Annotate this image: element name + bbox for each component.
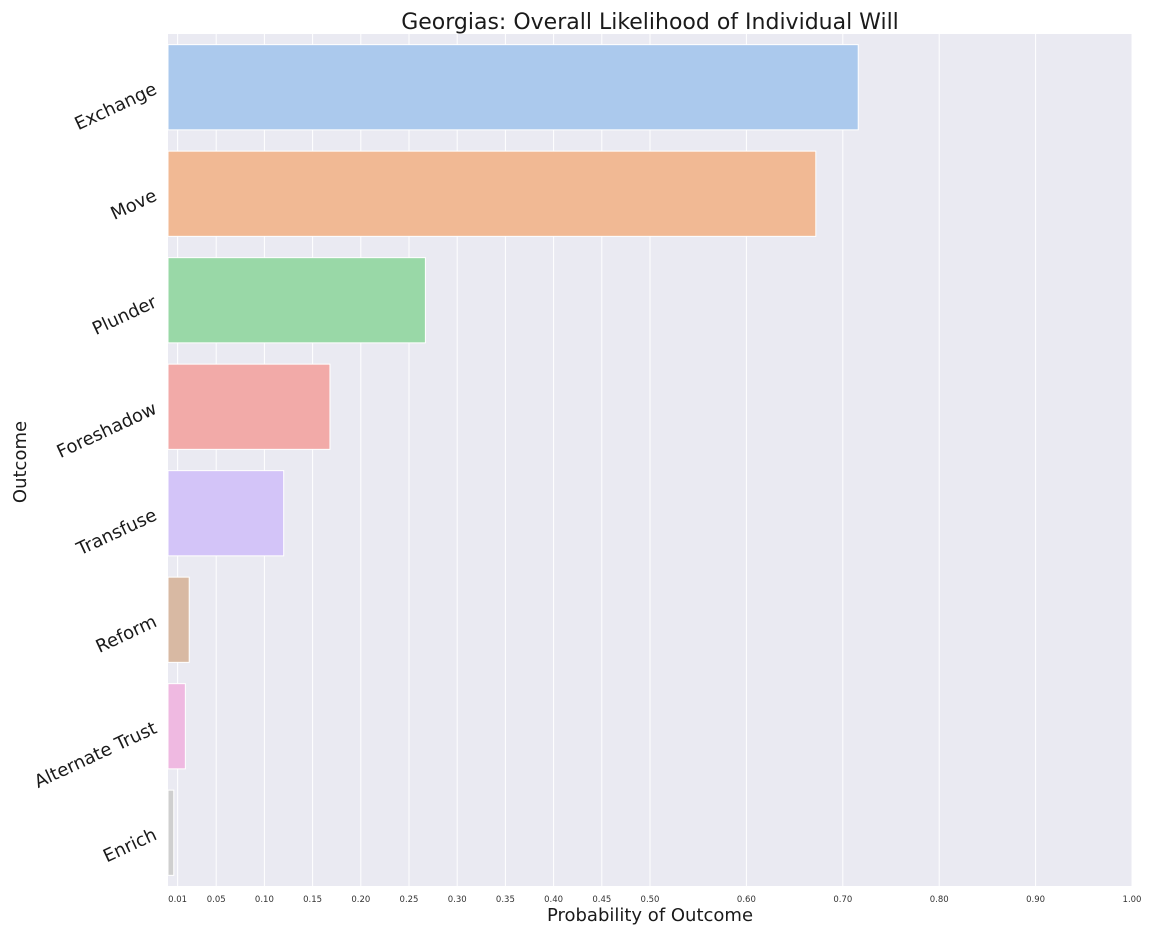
x-tick-label: 0.90 [1026, 895, 1045, 905]
bar-move [167, 150, 817, 237]
y-tick-label: Transfuse [73, 505, 161, 561]
bar-exchange [167, 44, 859, 131]
y-tick-label: Exchange [72, 79, 161, 135]
x-tick-labels: 0.01 0.05 0.10 0.15 0.20 0.25 0.30 0.35 0.40 0.45… [168, 895, 1141, 905]
bar-transfuse [167, 470, 285, 557]
x-tick-label: 0.15 [303, 895, 322, 905]
y-tick-label: Move [107, 185, 160, 224]
chart-title: Georgias: Overall Likelihood of Individu… [401, 10, 899, 35]
x-tick-label: 0.40 [544, 895, 563, 905]
x-tick-label: 0.01 [168, 895, 187, 905]
y-tick-label: Reform [93, 611, 161, 657]
x-tick-label: 0.30 [448, 895, 467, 905]
x-tick-label: 0.35 [496, 895, 515, 905]
x-tick-label: 1.00 [1123, 895, 1142, 905]
x-tick-label: 0.60 [737, 895, 756, 905]
bar-plunder [167, 257, 426, 344]
x-tick-label: 0.20 [351, 895, 370, 905]
y-axis-label: Outcome [10, 421, 31, 503]
bar-enrich [167, 789, 175, 876]
bar-reform [167, 576, 190, 663]
x-tick-label: 0.50 [641, 895, 660, 905]
y-tick-labels: Exchange Move Plunder Foreshadow Transfuse Re… [31, 79, 160, 867]
x-tick-label: 0.10 [255, 895, 274, 905]
x-tick-label: 0.80 [930, 895, 949, 905]
y-tick-label: Alternate Trust [31, 718, 160, 793]
y-tick-label: Foreshadow [54, 398, 161, 463]
x-tick-label: 0.45 [592, 895, 611, 905]
x-tick-label: 0.70 [833, 895, 852, 905]
y-tick-label: Enrich [100, 824, 160, 867]
x-tick-label: 0.05 [207, 895, 226, 905]
x-tick-label: 0.25 [400, 895, 419, 905]
x-axis-label: Probability of Outcome [547, 905, 753, 926]
y-tick-label: Plunder [89, 291, 161, 339]
bars [167, 44, 859, 876]
bar-alternate-trust [167, 683, 186, 770]
bar-foreshadow [167, 363, 331, 450]
